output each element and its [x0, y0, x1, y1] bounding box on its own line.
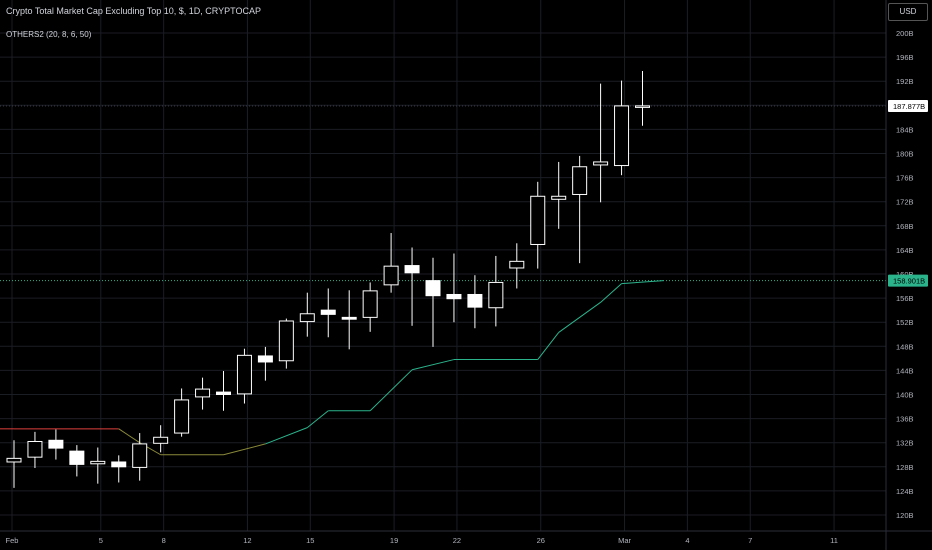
candle-body: [195, 388, 211, 398]
candle-body: [404, 265, 420, 274]
candle-body: [257, 355, 273, 363]
candle-body: [572, 166, 588, 195]
price-tick-label: 184B: [896, 125, 914, 134]
candle-body: [446, 293, 462, 300]
indicator-segment: [118, 428, 140, 444]
time-tick-label: 4: [685, 536, 689, 545]
currency-button[interactable]: USD: [888, 3, 928, 21]
price-tick-label: 172B: [896, 198, 914, 207]
candle-body: [635, 105, 650, 108]
time-tick-label: 12: [243, 536, 251, 545]
symbol-title[interactable]: Crypto Total Market Cap Excluding Top 10…: [6, 6, 261, 16]
price-tick-label: 136B: [896, 415, 914, 424]
price-tick-label: 192B: [896, 77, 914, 86]
candle-body: [383, 265, 399, 286]
time-tick-label: 8: [162, 536, 166, 545]
indicator-legend[interactable]: OTHERS2 (20, 8, 6, 50): [6, 30, 92, 39]
candle-body: [425, 280, 441, 297]
price-tick-label: 148B: [896, 342, 914, 351]
price-axis[interactable]: 200B196B192B188B184B180B176B172B168B164B…: [896, 29, 914, 520]
time-tick-label: 19: [390, 536, 398, 545]
price-tick-label: 132B: [896, 439, 914, 448]
candle-body: [488, 281, 504, 309]
indicator-segment: [558, 301, 601, 333]
candle-body: [341, 316, 357, 320]
time-axis[interactable]: Feb 5 8 12 15 19 22 26 Mar 4 7 11: [6, 536, 838, 545]
price-tick-label: 160B: [896, 270, 914, 279]
candle-body: [90, 460, 106, 465]
candle-body: [48, 439, 64, 449]
indicator-segment: [621, 280, 664, 285]
candle-body: [6, 457, 22, 463]
price-tick-label: 128B: [896, 463, 914, 472]
candle-body: [111, 461, 127, 468]
candle-body: [278, 320, 294, 362]
candle-body: [69, 450, 85, 465]
time-tick-label: 7: [748, 536, 752, 545]
candle-body: [153, 436, 169, 444]
price-tick-label: 124B: [896, 487, 914, 496]
price-labels: 187.877B 158.901B: [888, 100, 928, 287]
indicator-segment: [600, 283, 622, 303]
last-price-box: [888, 100, 928, 113]
indicator-segment: [265, 427, 308, 445]
time-tick-label: 15: [306, 536, 314, 545]
time-tick-label: Mar: [618, 536, 631, 545]
price-tick-label: 152B: [896, 318, 914, 327]
price-tick-label: 144B: [896, 366, 914, 375]
indicator-segment: [411, 359, 455, 371]
price-tick-label: 180B: [896, 150, 914, 159]
candle-body: [509, 260, 525, 269]
candle-body: [467, 293, 483, 308]
indicator-segment: [223, 443, 266, 456]
candle-body: [614, 105, 630, 167]
candle-body: [593, 161, 609, 166]
last-price-label: 187.877B: [893, 102, 925, 111]
price-tick-label: 156B: [896, 294, 914, 303]
candle-body: [299, 313, 315, 323]
indicator-segment: [537, 332, 560, 360]
candle-body: [216, 391, 231, 395]
candle-body: [320, 309, 336, 315]
time-tick-label: Feb: [6, 536, 19, 545]
price-tick-label: 168B: [896, 222, 914, 231]
time-tick-label: 11: [830, 536, 838, 545]
candle-body: [362, 290, 378, 318]
time-tick-label: 26: [537, 536, 545, 545]
indicator-price-label: 158.901B: [893, 277, 925, 286]
candle-body: [530, 195, 546, 245]
candle-body: [551, 195, 567, 200]
candle-body: [174, 399, 190, 434]
price-tick-label: 200B: [896, 29, 914, 38]
candle-body: [236, 354, 252, 395]
indicator-segment: [306, 410, 329, 429]
time-tick-label: 22: [453, 536, 461, 545]
price-tick-label: 164B: [896, 246, 914, 255]
candles-group: [6, 70, 650, 488]
grid-lines: [0, 0, 886, 531]
indicator-segment: [369, 369, 413, 412]
price-tick-label: 196B: [896, 53, 914, 62]
indicator-price-box: [888, 274, 928, 287]
candle-body: [27, 440, 43, 458]
price-tick-label: 140B: [896, 391, 914, 400]
candle-body: [132, 443, 148, 468]
time-tick-label: 5: [99, 536, 103, 545]
price-tick-label: 120B: [896, 511, 914, 520]
indicator-line-group: [0, 105, 886, 456]
price-tick-label: 176B: [896, 174, 914, 183]
